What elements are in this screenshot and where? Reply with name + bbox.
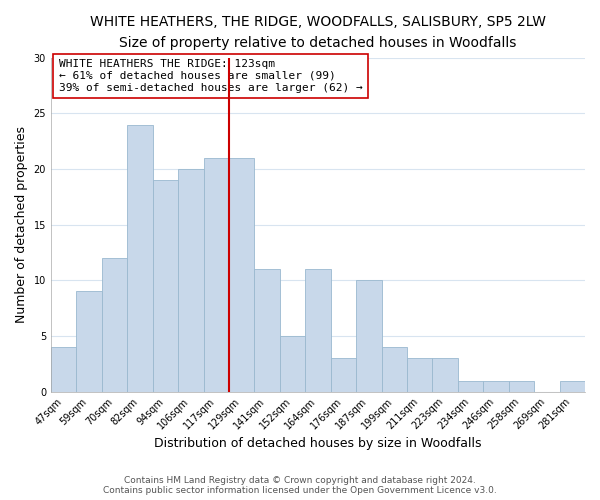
Bar [356,280,382,392]
Bar [229,158,254,392]
Bar [76,292,102,392]
Text: WHITE HEATHERS THE RIDGE: 123sqm
← 61% of detached houses are smaller (99)
39% o: WHITE HEATHERS THE RIDGE: 123sqm ← 61% o… [59,60,362,92]
Bar [203,158,229,392]
Bar [483,380,509,392]
Bar [280,336,305,392]
X-axis label: Distribution of detached houses by size in Woodfalls: Distribution of detached houses by size … [154,437,482,450]
Bar [458,380,483,392]
Text: Contains HM Land Registry data © Crown copyright and database right 2024.
Contai: Contains HM Land Registry data © Crown c… [103,476,497,495]
Bar [178,169,203,392]
Bar [331,358,356,392]
Bar [102,258,127,392]
Bar [254,269,280,392]
Bar [305,269,331,392]
Bar [433,358,458,392]
Title: WHITE HEATHERS, THE RIDGE, WOODFALLS, SALISBURY, SP5 2LW
Size of property relati: WHITE HEATHERS, THE RIDGE, WOODFALLS, SA… [90,15,546,50]
Bar [152,180,178,392]
Bar [407,358,433,392]
Bar [560,380,585,392]
Bar [382,347,407,392]
Bar [509,380,534,392]
Y-axis label: Number of detached properties: Number of detached properties [15,126,28,323]
Bar [127,124,152,392]
Bar [51,347,76,392]
